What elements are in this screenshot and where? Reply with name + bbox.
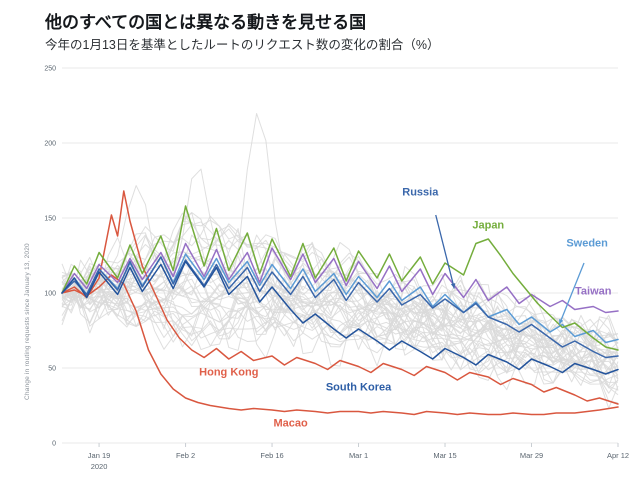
background-country-line <box>61 265 619 346</box>
y-tick-label: 50 <box>48 366 56 373</box>
background-country-line <box>61 273 619 409</box>
background-country-line <box>61 280 619 386</box>
background-country-line <box>61 211 619 368</box>
x-tick-sublabel: 2020 <box>91 462 108 471</box>
background-country-line <box>61 256 619 355</box>
y-tick-label: 250 <box>44 66 56 73</box>
background-country-line <box>61 266 619 376</box>
background-country-line <box>61 250 619 357</box>
series-line-hong-kong <box>61 190 619 405</box>
background-country-line <box>61 272 619 389</box>
x-tick-label: Mar 29 <box>520 451 543 460</box>
x-tick-label: Apr 12 <box>607 451 629 460</box>
page-title: 他のすべての国とは異なる動きを見せる国 <box>45 13 367 32</box>
x-tick-label: Mar 15 <box>433 451 456 460</box>
russia-arrow <box>435 214 455 289</box>
background-country-line <box>61 281 619 359</box>
background-country-line <box>61 286 619 359</box>
series-line-macao <box>61 274 619 416</box>
annotation-russia: Russia <box>402 187 439 199</box>
x-tick-label: Jan 19 <box>88 451 111 460</box>
annotation-south-korea: South Korea <box>326 382 392 394</box>
y-tick-label: 200 <box>44 141 56 148</box>
sweden-arrow-head <box>559 319 564 325</box>
background-country-line <box>61 270 619 352</box>
sweden-arrow <box>558 262 585 325</box>
russia-arrow-head <box>450 283 456 289</box>
chart-subtitle: 今年の1月13日を基準としたルートのリクエスト数の変化の割合（%） <box>45 38 440 52</box>
background-country-line <box>61 241 619 364</box>
series-line-russia <box>61 256 619 359</box>
annotation-japan: Japan <box>472 220 504 232</box>
y-tick-label: 100 <box>44 291 56 298</box>
background-country-line <box>61 221 619 396</box>
x-tick-label: Mar 1 <box>349 451 368 460</box>
background-country-line <box>61 112 619 369</box>
series-line-japan <box>61 205 619 351</box>
x-tick-label: Feb 2 <box>176 451 195 460</box>
annotation-sweden: Sweden <box>566 238 608 250</box>
y-axis-label: Change in routing requests since January… <box>24 243 31 400</box>
background-country-line <box>61 212 619 372</box>
y-tick-label: 0 <box>52 441 56 448</box>
annotation-macao: Macao <box>273 418 308 430</box>
x-tick-label: Feb 16 <box>260 451 283 460</box>
y-tick-label: 150 <box>44 216 56 223</box>
background-country-line <box>61 215 619 391</box>
series-line-south-korea <box>61 260 619 375</box>
annotation-taiwan: Taiwan <box>575 286 612 298</box>
annotation-hong-kong: Hong Kong <box>199 367 258 379</box>
series-line-taiwan <box>61 242 619 314</box>
